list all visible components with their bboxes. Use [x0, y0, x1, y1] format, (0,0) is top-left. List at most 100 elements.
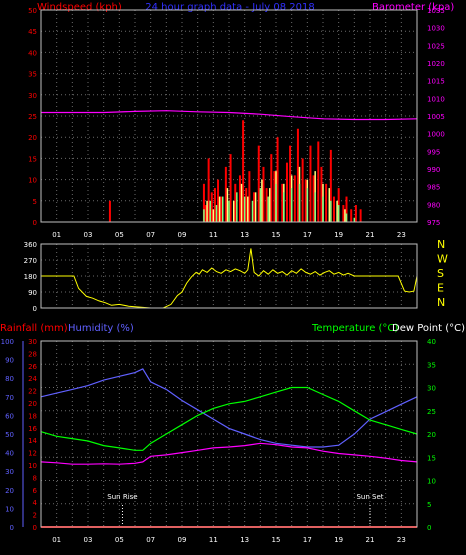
direction-tick-label: 360 [24, 241, 37, 249]
barometer-tick-label: 1025 [427, 42, 445, 50]
temperature-tick-label: 5 [427, 501, 431, 509]
temperature-tick-label: 30 [427, 385, 436, 393]
humidity-line [40, 368, 418, 448]
wind-plot-frame [40, 9, 418, 223]
chart-title: 24 hour graph data - July 08 2018 [145, 2, 314, 13]
weather-x-tick-label: 19 [334, 536, 343, 544]
barometer-tick-label: 985 [427, 184, 440, 192]
weather-x-tick-label: 21 [366, 536, 375, 544]
rainfall-tick-label: 4 [33, 499, 38, 507]
humidity-tick-label: 40 [5, 450, 14, 458]
humidity-tick-label: 50 [5, 431, 14, 439]
temperature-tick-label: 10 [427, 478, 436, 486]
rainfall-tick-label: 22 [28, 388, 37, 396]
barometer-tick-label: 1035 [427, 7, 445, 15]
wind-x-tick-label: 21 [366, 231, 375, 239]
temperature-line [40, 386, 418, 451]
rainfall-tick-label: 14 [28, 437, 37, 445]
humidity-tick-label: 100 [1, 338, 14, 346]
wind-x-tick-label: 15 [272, 231, 281, 239]
temperature-tick-label: 20 [427, 431, 436, 439]
temperature-tick-label: 40 [427, 338, 436, 346]
rainfall-tick-label: 10 [28, 462, 37, 470]
windspeed-tick-label: 25 [28, 113, 37, 121]
barometer-tick-label: 980 [427, 201, 440, 209]
wind-x-tick-label: 19 [334, 231, 343, 239]
windspeed-tick-label: 15 [28, 155, 37, 163]
rainfall-tick-label: 6 [33, 487, 38, 495]
rainfall-axis-label: Rainfall (mm) [0, 323, 68, 334]
temperature-tick-label: 0 [427, 524, 431, 532]
windspeed-tick-label: 50 [28, 7, 37, 15]
humidity-tick-label: 0 [10, 524, 14, 532]
compass-letter-label: W [437, 253, 448, 266]
weather-x-tick-label: 11 [209, 536, 218, 544]
barometer-tick-label: 975 [427, 219, 440, 227]
rainfall-tick-label: 26 [28, 363, 37, 371]
windspeed-tick-label: 0 [33, 219, 37, 227]
sunset-label: Sun Set [356, 493, 383, 501]
dewpoint-line [40, 442, 418, 465]
weather-x-tick-label: 15 [272, 536, 281, 544]
barometer-tick-label: 1030 [427, 25, 445, 33]
rainfall-tick-label: 8 [33, 474, 37, 482]
direction-tick-label: 270 [24, 257, 37, 265]
weather-x-tick-label: 13 [240, 536, 249, 544]
temperature-tick-label: 25 [427, 408, 436, 416]
barometer-tick-label: 990 [427, 166, 440, 174]
wind-x-tick-label: 09 [178, 231, 187, 239]
weather-x-tick-label: 09 [178, 536, 187, 544]
rainfall-tick-label: 16 [28, 425, 37, 433]
windspeed-tick-label: 20 [28, 134, 37, 142]
weather-x-tick-label: 01 [52, 536, 61, 544]
windspeed-tick-label: 35 [28, 71, 37, 79]
humidity-axis-label: Humidity (%) [68, 323, 134, 334]
dewpoint-axis-label: Dew Point (°C) [392, 323, 465, 334]
barometer-tick-label: 1005 [427, 113, 445, 121]
wind-x-tick-label: 03 [84, 231, 93, 239]
barometer-tick-label: 1020 [427, 60, 445, 68]
compass-letter-label: N [437, 296, 445, 309]
humidity-tick-label: 70 [5, 394, 14, 402]
direction-tick-label: 0 [33, 305, 37, 313]
temperature-tick-label: 15 [427, 454, 436, 462]
compass-letter-label: E [437, 282, 444, 295]
temperature-tick-label: 35 [427, 361, 436, 369]
direction-tick-label: 90 [28, 289, 37, 297]
wind-x-tick-label: 11 [209, 231, 218, 239]
direction-tick-label: 180 [24, 273, 37, 281]
weather-x-tick-label: 05 [115, 536, 124, 544]
compass-letter-label: N [437, 238, 445, 251]
weather-x-tick-label: 17 [303, 536, 312, 544]
wind-x-tick-label: 13 [240, 231, 249, 239]
rainfall-tick-label: 24 [28, 375, 37, 383]
windspeed-tick-label: 10 [28, 177, 37, 185]
compass-letter-label: S [437, 267, 444, 280]
windspeed-axis-label: Windspeed (kph) [37, 2, 122, 13]
barometer-line [41, 110, 418, 121]
weather-x-tick-label: 07 [146, 536, 155, 544]
weather-plot-frame [40, 340, 418, 528]
humidity-tick-label: 90 [5, 357, 14, 365]
wind-x-tick-label: 23 [397, 231, 406, 239]
barometer-tick-label: 1010 [427, 95, 445, 103]
windspeed-tick-label: 40 [28, 49, 37, 57]
humidity-tick-label: 10 [5, 505, 14, 513]
temperature-axis-label: Temperature (°C) [311, 323, 398, 334]
barometer-axis-label: Barometer (kpa) [372, 2, 454, 13]
barometer-tick-label: 995 [427, 148, 440, 156]
rainfall-tick-label: 30 [28, 338, 37, 346]
barometer-tick-label: 1000 [427, 131, 445, 139]
weather-x-tick-label: 23 [397, 536, 406, 544]
windspeed-tick-label: 30 [28, 92, 37, 100]
humidity-tick-label: 20 [5, 487, 14, 495]
rainfall-tick-label: 18 [28, 412, 37, 420]
humidity-tick-label: 60 [5, 412, 14, 420]
wind-direction-line [41, 248, 418, 309]
wind-x-tick-label: 07 [146, 231, 155, 239]
rainfall-tick-label: 2 [33, 512, 37, 520]
rainfall-tick-label: 0 [33, 524, 37, 532]
wind-x-tick-label: 05 [115, 231, 124, 239]
